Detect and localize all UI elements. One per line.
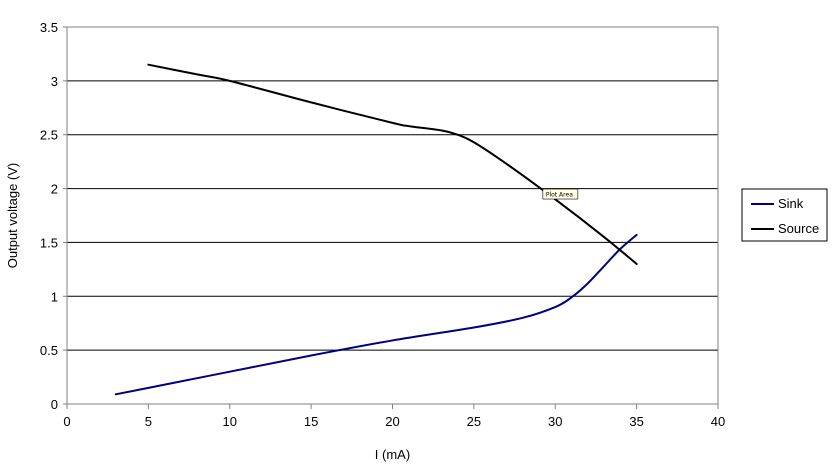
series-line-source[interactable] xyxy=(147,63,638,265)
y-tick-label: 3 xyxy=(51,74,58,89)
x-tick-label: 30 xyxy=(548,414,562,429)
y-axis: 0 0.5 1 1.5 2 2.5 3 3.5 xyxy=(40,20,68,412)
y-tick-label: 1 xyxy=(51,289,58,304)
legend-box xyxy=(741,188,828,242)
gridlines xyxy=(67,26,718,351)
x-axis-title: I (mA) xyxy=(375,447,410,462)
plot-area-frame[interactable] xyxy=(66,26,719,405)
plot-area-tooltip: Plot Area xyxy=(542,188,579,200)
series-lines xyxy=(114,63,638,396)
legend-label-sink: Sink xyxy=(778,196,804,211)
x-tick-label: 35 xyxy=(629,414,643,429)
y-axis-title: Output voltage (V) xyxy=(5,163,20,269)
legend[interactable]: Sink Source xyxy=(741,188,828,242)
x-tick-label: 10 xyxy=(223,414,237,429)
x-tick-label: 0 xyxy=(63,414,70,429)
tooltip-text: Plot Area xyxy=(546,192,573,199)
x-tick-label: 5 xyxy=(145,414,152,429)
y-tick-label: 2.5 xyxy=(40,128,58,143)
tooltip-box xyxy=(542,188,579,200)
y-tick-label: 0 xyxy=(51,397,58,412)
y-tick-label: 2 xyxy=(51,182,58,197)
legend-label-source: Source xyxy=(778,221,819,236)
x-axis: 0 5 10 15 20 25 30 35 40 xyxy=(63,403,725,429)
x-tick-label: 25 xyxy=(467,414,481,429)
y-tick-label: 0.5 xyxy=(40,343,58,358)
y-tick-label: 3.5 xyxy=(40,20,58,35)
series-line-sink[interactable] xyxy=(114,233,638,396)
x-tick-label: 40 xyxy=(711,414,725,429)
x-tick-label: 15 xyxy=(304,414,318,429)
y-tick-label: 1.5 xyxy=(40,235,58,250)
x-tick-label: 20 xyxy=(385,414,399,429)
